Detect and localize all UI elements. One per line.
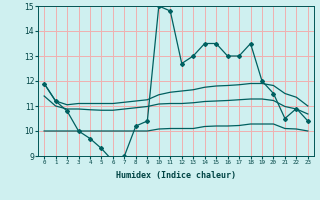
X-axis label: Humidex (Indice chaleur): Humidex (Indice chaleur) [116, 171, 236, 180]
